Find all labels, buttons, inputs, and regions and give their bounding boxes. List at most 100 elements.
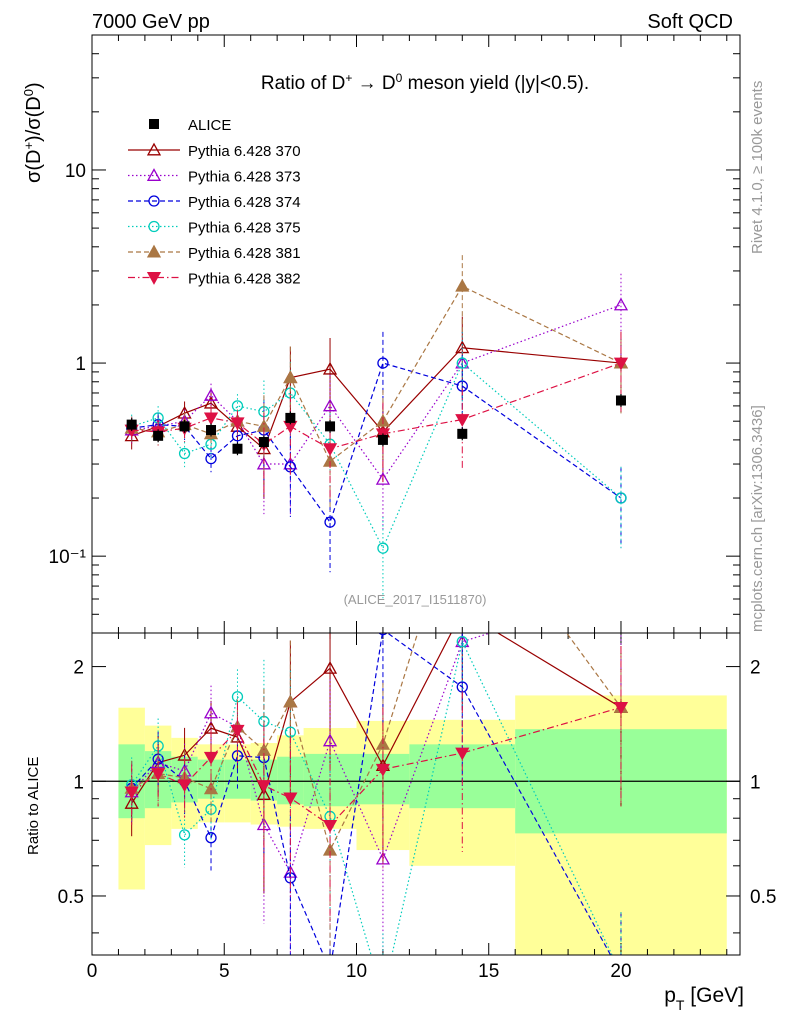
series-main-4 (126, 331, 627, 599)
data-point (232, 443, 243, 454)
analysis-watermark: (ALICE_2017_I1511870) (344, 592, 487, 607)
series-point-main (615, 492, 627, 504)
data-point (615, 395, 626, 406)
series-point-ratio (203, 751, 219, 765)
ratio-y-tick-label-right: 1 (750, 772, 761, 793)
series-point-ratio (613, 701, 629, 715)
legend-marker (149, 119, 159, 129)
y-tick-label: 10⁻¹ (49, 547, 87, 568)
x-tick-label: 0 (87, 961, 98, 982)
series-point-main (377, 542, 389, 554)
x-tick-label: 10 (346, 961, 367, 982)
series-point-main (455, 278, 470, 292)
series-point-main (178, 447, 191, 460)
legend-label: Pythia 6.428 381 (188, 245, 301, 262)
ratio-y-tick-label-left: 1 (73, 772, 84, 793)
rivet-version-label: Rivet 4.1.0, ≥ 100k events (749, 81, 766, 254)
data-point (126, 419, 137, 430)
x-tick-label: 20 (610, 961, 631, 982)
series-line-ratio (131, 633, 493, 874)
data-point (206, 425, 217, 436)
series-point-ratio (322, 661, 338, 674)
legend-marker (148, 220, 160, 233)
series-point-main (455, 414, 470, 427)
series-point-ratio (205, 832, 217, 844)
series-point-ratio (256, 780, 272, 793)
data-point (457, 428, 468, 439)
legend-marker (146, 142, 162, 156)
legend-entry-2: Pythia 6.428 373 (128, 168, 301, 186)
legend-marker (146, 168, 162, 181)
legend-label: Pythia 6.428 373 (188, 169, 301, 186)
series-point-main (322, 443, 338, 457)
ratio-y-tick-label-right: 2 (750, 658, 761, 679)
legend-label: ALICE (188, 117, 231, 134)
y-tick-label: 1 (75, 354, 86, 375)
series-point-main (613, 357, 629, 371)
series-line-main (131, 362, 622, 450)
series-point-ratio (203, 705, 219, 719)
series-main-3 (126, 331, 627, 573)
series-point-main (456, 357, 468, 369)
x-axis-label: pT [GeV] (664, 984, 744, 1013)
data-point (258, 437, 269, 448)
series-line-main (131, 362, 622, 524)
x-tick-label: 5 (219, 961, 230, 982)
chart-title: Ratio of D+ → D0 meson yield (|y|<0.5). (261, 71, 589, 94)
legend-label: Pythia 6.428 374 (188, 194, 301, 211)
series-point-ratio (322, 733, 338, 747)
series-point-main (322, 361, 338, 375)
legend-entry-4: Pythia 6.428 375 (128, 220, 301, 237)
series-point-main (322, 398, 338, 412)
series-point-ratio (322, 819, 338, 833)
series-point-main (230, 417, 245, 431)
series-point-ratio (455, 747, 470, 761)
series-point-main (375, 471, 391, 485)
series-point-ratio (151, 768, 166, 781)
series-point-ratio (615, 587, 627, 598)
data-point (325, 421, 336, 432)
x-tick-label: 15 (478, 961, 499, 982)
ratio-y-tick-label-left: 0.5 (58, 887, 84, 908)
series-point-main (613, 297, 629, 311)
legend: ALICE Pythia 6.428 370 Pythia 6.428 373 Pyt… (128, 117, 301, 288)
series-line-main (131, 347, 622, 450)
legend-marker (146, 244, 162, 258)
legend-label: Pythia 6.428 382 (188, 271, 301, 288)
series-point-ratio (378, 990, 388, 1000)
ratio-uncertainty-band (118, 695, 727, 955)
data-point (153, 430, 164, 441)
series-point-ratio (456, 605, 468, 616)
series-point-ratio (283, 792, 298, 806)
series-point-ratio (178, 829, 191, 841)
series-layer (124, 255, 629, 1000)
data-point (377, 434, 388, 445)
series-point-main (283, 370, 298, 384)
mcplots-label: mcplots.cern.ch [arXiv:1306.3436] (749, 405, 766, 632)
legend-marker (148, 195, 160, 207)
series-point-main (203, 388, 219, 401)
ratio-plot-frame (91, 632, 741, 956)
legend-label: Pythia 6.428 375 (188, 220, 301, 237)
series-point-ratio (378, 633, 388, 636)
legend-entry-1: Pythia 6.428 370 (128, 142, 301, 160)
legend-label: Pythia 6.428 370 (188, 143, 301, 160)
series-point-main (324, 516, 336, 528)
legend-entry-6: Pythia 6.428 382 (128, 271, 301, 288)
data-point (179, 421, 190, 432)
series-line-ratio (131, 706, 622, 827)
legend-entry-data: ALICE (149, 117, 231, 134)
series-point-ratio (283, 694, 298, 708)
series-point-ratio (124, 786, 139, 800)
y-tick-label: 10 (65, 161, 86, 182)
header-left-label: 7000 GeV pp (92, 11, 210, 33)
series-point-ratio (177, 779, 192, 793)
header-right-label: Soft QCD (647, 11, 733, 33)
legend-marker (146, 272, 162, 285)
series-point-main (203, 412, 219, 426)
series-line-main (131, 304, 622, 481)
legend-entry-5: Pythia 6.428 381 (128, 244, 301, 262)
series-point-ratio (230, 724, 245, 738)
series-point-ratio (375, 763, 391, 777)
